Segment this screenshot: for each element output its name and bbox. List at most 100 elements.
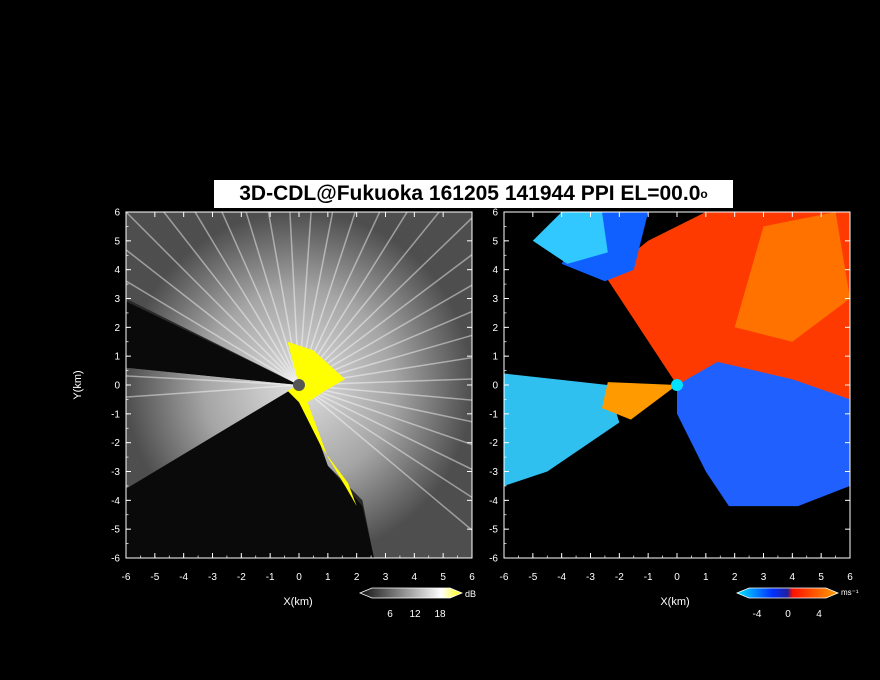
reflectivity-ray bbox=[126, 384, 300, 398]
x-tick-label: 3 bbox=[761, 572, 767, 583]
reflectivity-ray bbox=[298, 384, 472, 499]
y-tick-label: -3 bbox=[489, 467, 498, 478]
x-tick-label: -5 bbox=[150, 572, 159, 583]
x-tick-label: -2 bbox=[615, 572, 624, 583]
degree-mark: o bbox=[700, 187, 708, 201]
x-tick-label: 3 bbox=[383, 572, 389, 583]
x-tick-label: -4 bbox=[557, 572, 566, 583]
x-tick-label: -5 bbox=[528, 572, 537, 583]
velocity-colorbar-bar bbox=[735, 587, 840, 599]
y-tick-label: -5 bbox=[489, 525, 498, 536]
reflectivity-ray bbox=[162, 212, 300, 386]
reflectivity-ray bbox=[126, 375, 300, 386]
reflectivity-strong-echo bbox=[287, 341, 357, 507]
velocity-colorbar-unit: ms⁻¹ bbox=[841, 588, 859, 597]
y-axis-label: Y(km) bbox=[72, 370, 84, 399]
x-tick-label: 0 bbox=[296, 572, 302, 583]
y-tick-label: 3 bbox=[114, 294, 120, 305]
x-axis-label-right: X(km) bbox=[660, 596, 689, 608]
y-tick-label: 4 bbox=[114, 265, 120, 276]
y-tick-label: -2 bbox=[489, 438, 498, 449]
reflectivity-ray bbox=[126, 212, 300, 386]
reflectivity-ray bbox=[298, 212, 356, 386]
reflectivity-ray bbox=[245, 212, 300, 386]
x-tick-label: -6 bbox=[122, 572, 131, 583]
reflectivity-ray bbox=[298, 284, 472, 386]
reflectivity-colorbar-tick: 18 bbox=[434, 609, 446, 620]
reflectivity-ray bbox=[289, 212, 300, 386]
reflectivity-colorbar: dB 6 12 18 bbox=[358, 587, 476, 620]
x-tick-label: -3 bbox=[586, 572, 595, 583]
x-tick-label: -1 bbox=[266, 572, 275, 583]
y-tick-label: 1 bbox=[492, 352, 498, 363]
x-tick-label: 5 bbox=[818, 572, 824, 583]
x-tick-label: -6 bbox=[500, 572, 509, 583]
x-tick-label: 6 bbox=[847, 572, 853, 583]
x-tick-label: -3 bbox=[208, 572, 217, 583]
y-tick-label: -1 bbox=[489, 409, 498, 420]
y-tick-label: -5 bbox=[111, 525, 120, 536]
reflectivity-ray bbox=[298, 212, 334, 386]
x-tick-label: 2 bbox=[732, 572, 738, 583]
y-tick-label: -2 bbox=[111, 438, 120, 449]
reflectivity-ray bbox=[298, 212, 441, 386]
reflectivity-colorbar-tick: 12 bbox=[409, 609, 421, 620]
x-tick-label: 1 bbox=[325, 572, 331, 583]
y-tick-label: 5 bbox=[114, 236, 120, 247]
x-tick-label: 4 bbox=[412, 572, 418, 583]
reflectivity-ray bbox=[298, 212, 312, 386]
reflectivity-ray bbox=[298, 384, 472, 532]
x-tick-label: 4 bbox=[790, 572, 796, 583]
velocity-inbound-south bbox=[677, 361, 850, 507]
x-tick-label: 2 bbox=[354, 572, 360, 583]
reflectivity-ray bbox=[298, 216, 472, 386]
reflectivity-blocked-sector-upper bbox=[126, 301, 299, 385]
chart-title: 3D-CDL@Fukuoka 161205 141944 PPI EL=00.0… bbox=[214, 180, 733, 208]
reflectivity-ray bbox=[298, 310, 472, 386]
reflectivity-ray bbox=[298, 384, 472, 401]
velocity-colorbar-tick: 4 bbox=[816, 609, 822, 620]
y-tick-label: -6 bbox=[489, 554, 498, 565]
reflectivity-colorbar-bar bbox=[358, 587, 464, 599]
y-tick-label: 0 bbox=[114, 381, 120, 392]
chart-title-text: 3D-CDL@Fukuoka 161205 141944 PPI EL=00.0 bbox=[239, 182, 701, 205]
reflectivity-blocked-sector-lower bbox=[126, 385, 374, 558]
y-tick-label: 2 bbox=[114, 323, 120, 334]
y-tick-label: 6 bbox=[114, 208, 120, 219]
y-tick-label: 2 bbox=[492, 323, 498, 334]
reflectivity-ray bbox=[298, 378, 472, 386]
velocity-outbound-strong bbox=[734, 212, 850, 342]
reflectivity-axes: -6 -5 -4 -3 -2 -1 0 1 2 3 4 5 6 6 5 4 3 2 1 0 -1 -2 -3 -4 -5 -6 bbox=[111, 208, 475, 584]
y-tick-label: 5 bbox=[492, 236, 498, 247]
y-tick-label: -1 bbox=[111, 409, 120, 420]
x-tick-label: 6 bbox=[469, 572, 475, 583]
y-tick-label: 3 bbox=[492, 294, 498, 305]
y-tick-label: 4 bbox=[492, 265, 498, 276]
x-tick-label: -4 bbox=[179, 572, 188, 583]
velocity-field bbox=[504, 212, 850, 507]
y-tick-label: -4 bbox=[111, 496, 120, 507]
x-tick-label: 1 bbox=[703, 572, 709, 583]
reflectivity-ray bbox=[298, 384, 472, 446]
x-tick-label: 0 bbox=[674, 572, 680, 583]
velocity-inbound-west bbox=[504, 373, 620, 486]
radar-site-marker bbox=[293, 379, 305, 391]
reflectivity-ray bbox=[298, 212, 381, 386]
y-tick-label: -3 bbox=[111, 467, 120, 478]
reflectivity-ray bbox=[267, 212, 300, 386]
velocity-colorbar-tick: -4 bbox=[753, 609, 762, 620]
velocity-colorbar-tick: 0 bbox=[785, 609, 791, 620]
reflectivity-ray bbox=[126, 280, 300, 386]
y-tick-label: 1 bbox=[114, 352, 120, 363]
reflectivity-ray bbox=[298, 334, 472, 386]
x-axis-label-left: X(km) bbox=[283, 596, 312, 608]
y-tick-label: -6 bbox=[111, 554, 120, 565]
velocity-panel: -6 -5 -4 -3 -2 -1 0 1 2 3 4 5 6 6 5 4 3 2 1 0 -1 -2 -3 -4 -5 -6 bbox=[489, 208, 853, 584]
x-tick-label: -1 bbox=[644, 572, 653, 583]
y-tick-label: 6 bbox=[492, 208, 498, 219]
reflectivity-ray bbox=[221, 212, 300, 386]
velocity-near-west bbox=[602, 382, 677, 420]
reflectivity-ray bbox=[298, 384, 472, 423]
reflectivity-colorbar-tick: 6 bbox=[387, 609, 393, 620]
